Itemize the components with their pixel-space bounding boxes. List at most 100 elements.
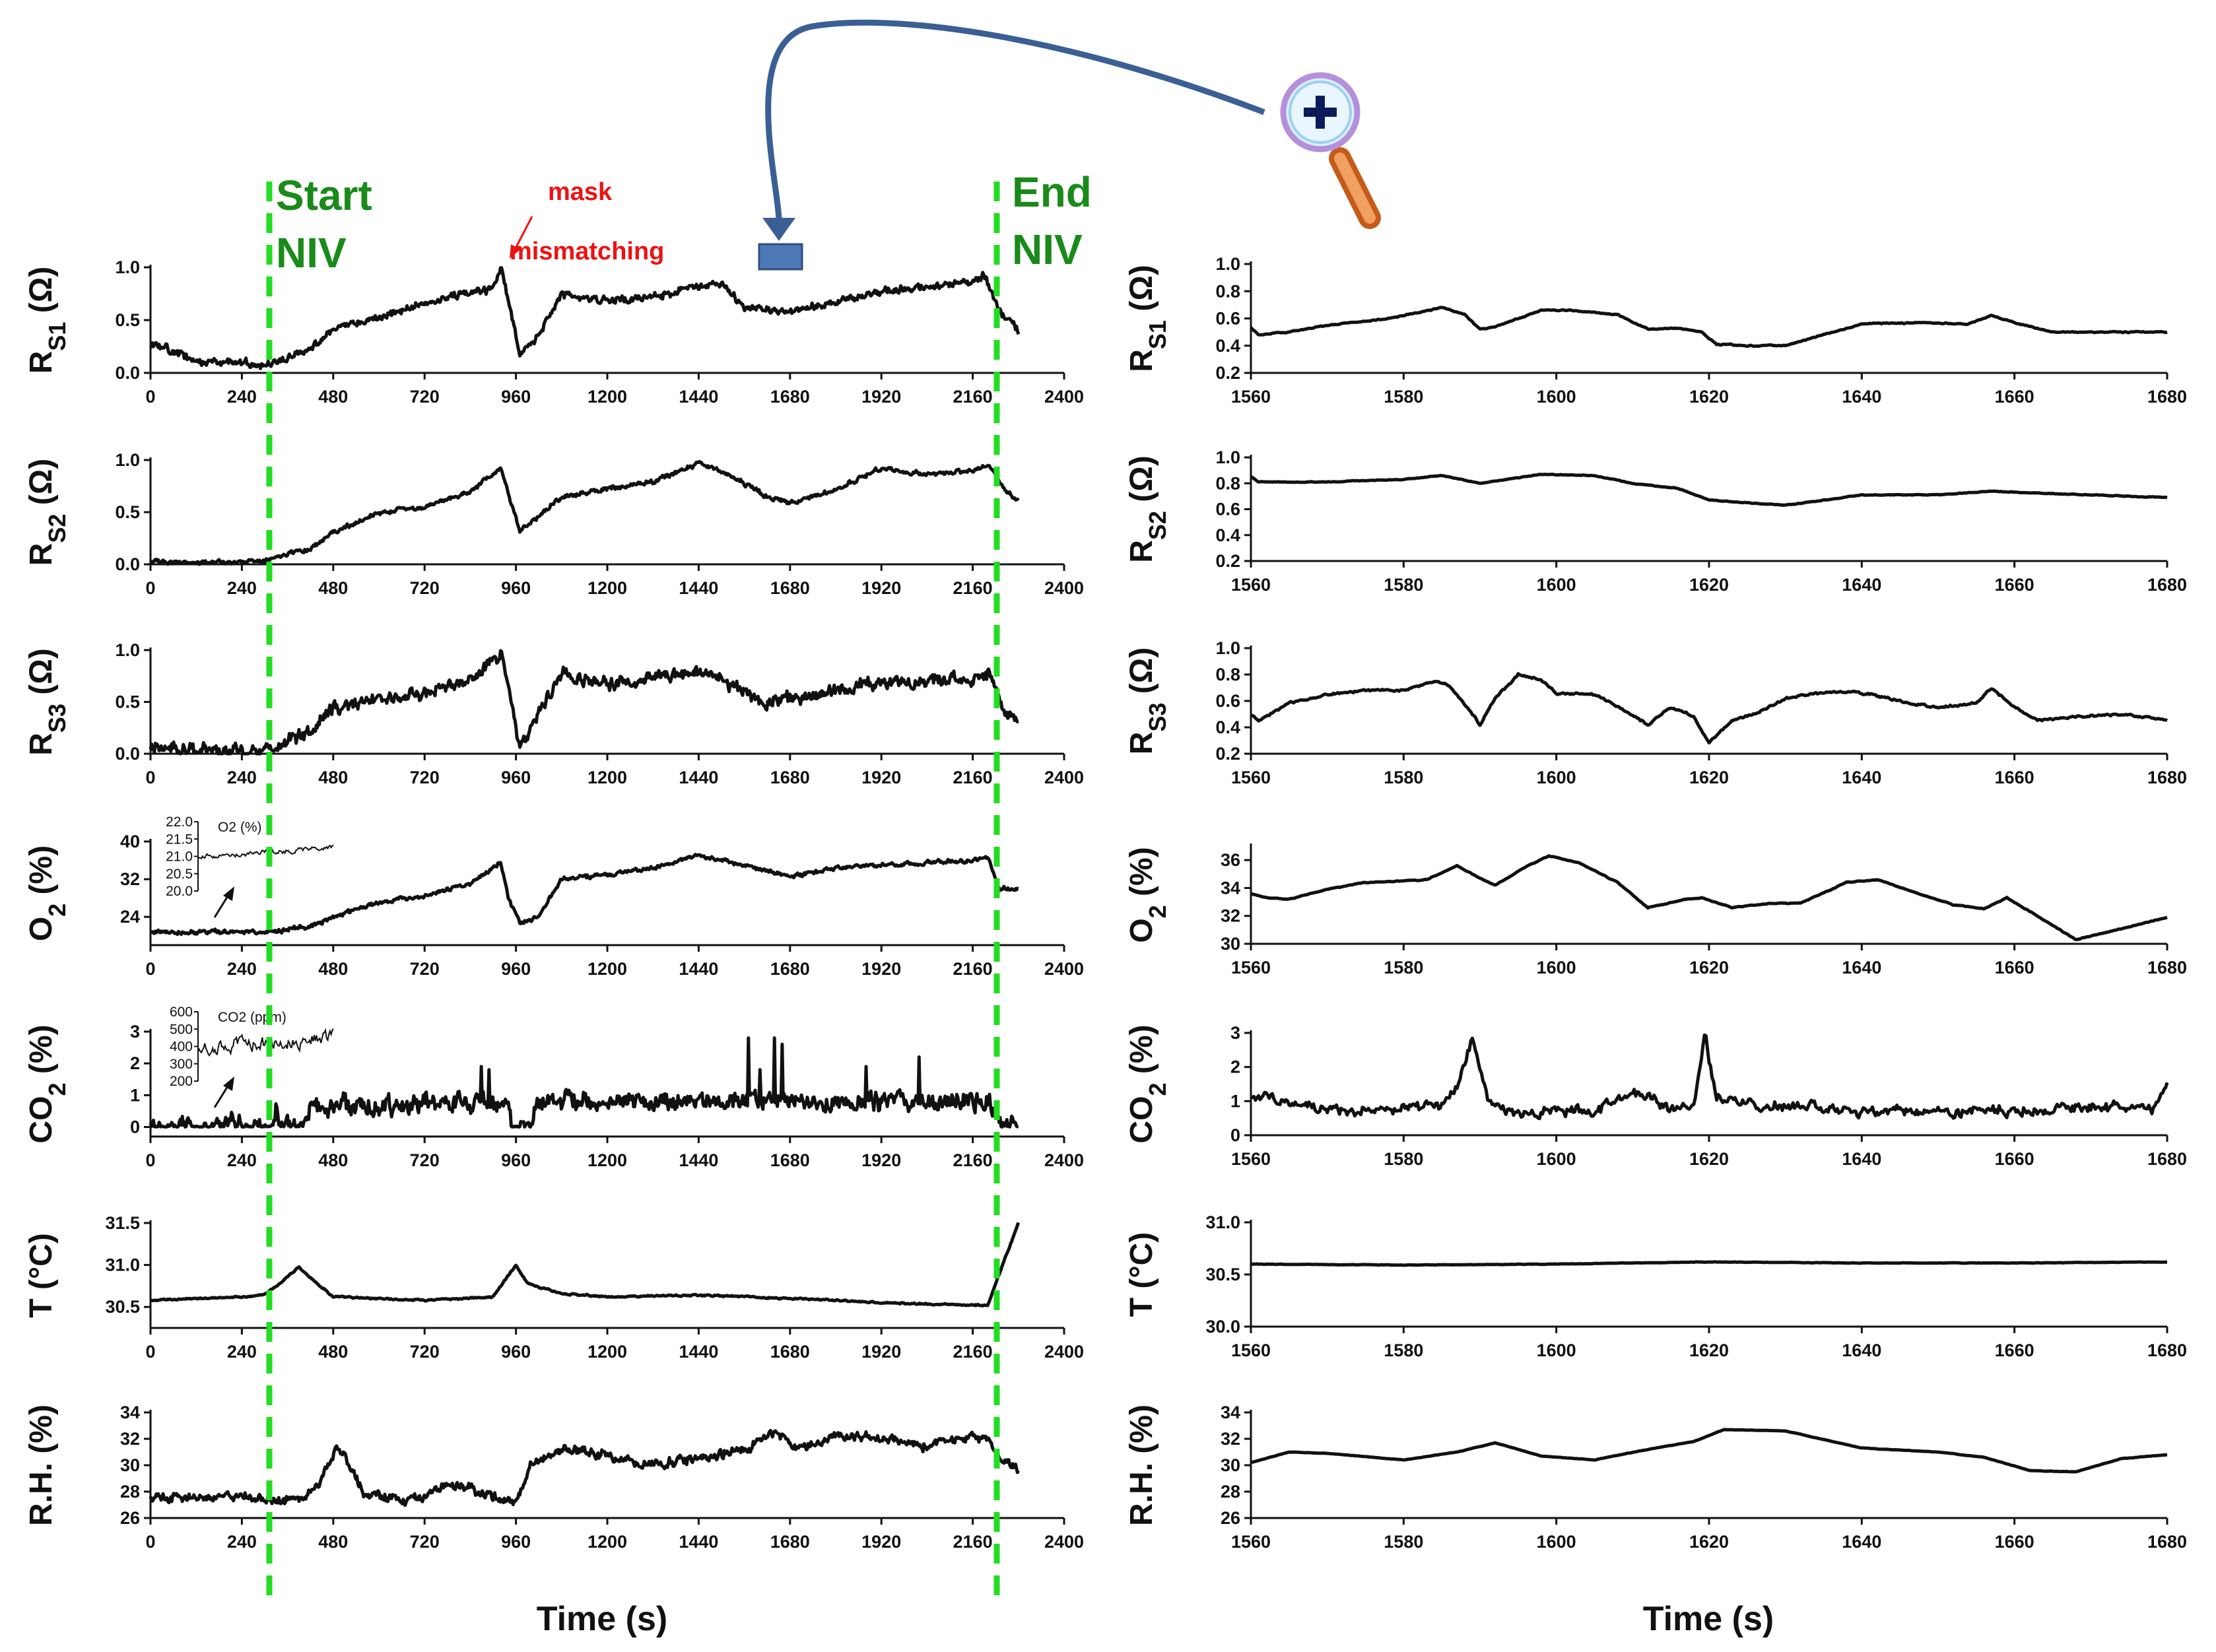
x-axis-label-left: Time (s) <box>537 1600 667 1638</box>
x-tick-label: 1600 <box>1537 1340 1576 1360</box>
y-axis-label: RS1 (Ω) <box>1124 265 1171 372</box>
x-tick-label: 1440 <box>679 578 718 598</box>
x-tick-label: 240 <box>227 578 257 598</box>
x-tick-label: 1560 <box>1231 1149 1271 1169</box>
y-tick-label: 1.0 <box>1215 447 1240 467</box>
y-axis-label: RS3 (Ω) <box>24 648 71 756</box>
start-niv-label-2: NIV <box>276 229 347 277</box>
y-tick-label: 30 <box>1221 1455 1240 1475</box>
y-tick-label: 0.0 <box>115 554 140 574</box>
y-tick-label: 0 <box>1230 1125 1240 1145</box>
x-tick-label: 720 <box>410 768 440 787</box>
x-tick-label: 720 <box>410 1150 440 1170</box>
x-tick-label: 1560 <box>1231 768 1271 787</box>
y-tick-label: 26 <box>1221 1508 1240 1528</box>
zoom-connector-arrowhead <box>762 218 795 241</box>
x-tick-label: 1200 <box>588 1342 627 1362</box>
x-tick-label: 1680 <box>770 1342 810 1362</box>
x-tick-label: 1680 <box>2147 575 2187 595</box>
x-tick-label: 240 <box>227 1150 257 1170</box>
y-axis-label-tail: (Ω) <box>24 648 59 704</box>
inset-y-tick-label: 400 <box>170 1040 193 1055</box>
y-axis-label-main: CO <box>1124 1096 1159 1144</box>
y-axis-label: CO2 (%) <box>1124 1024 1171 1143</box>
x-tick-label: 1660 <box>1995 387 2034 407</box>
x-tick-label: 1600 <box>1537 958 1576 977</box>
overlays: Start NIV End NIV mask mismatching <box>266 19 1381 1604</box>
y-tick-label: 0.4 <box>1215 525 1240 545</box>
x-tick-label: 1640 <box>1842 768 1881 787</box>
y-axis-label: R.H. (%) <box>24 1404 59 1526</box>
x-tick-label: 240 <box>227 959 257 979</box>
y-tick-label: 30.5 <box>1205 1265 1240 1284</box>
annotation-mask: mask <box>548 178 613 206</box>
x-tick-label: 1640 <box>1842 575 1881 595</box>
x-tick-label: 1580 <box>1384 1532 1423 1552</box>
inset-y-tick-label: 20.0 <box>166 884 193 899</box>
x-tick-label: 960 <box>501 387 531 407</box>
y-tick-label: 28 <box>1221 1482 1240 1502</box>
y-tick-label: 1.0 <box>115 640 140 660</box>
y-tick-label: 1.0 <box>115 450 140 470</box>
x-tick-label: 1600 <box>1537 768 1576 787</box>
y-axis-label-tail: (Ω) <box>1124 455 1159 511</box>
chart-panel-rh-zoom: 1560 1580 1600 1620 1640 1660 1680 26 28 30 32 34 R.… <box>1124 1403 2187 1552</box>
x-tick-label: 960 <box>501 959 531 979</box>
x-tick-label: 1680 <box>2147 1340 2187 1360</box>
y-tick-label: 3 <box>130 1022 140 1041</box>
x-tick-label: 0 <box>145 959 155 979</box>
x-tick-label: 1200 <box>588 1150 627 1170</box>
x-tick-label: 1620 <box>1689 1149 1729 1169</box>
y-axis-label-sub: S2 <box>1144 511 1171 540</box>
x-tick-label: 1200 <box>588 959 627 979</box>
x-tick-label: 1440 <box>679 1532 718 1552</box>
x-tick-label: 0 <box>145 1532 155 1552</box>
y-axis-label-sub: 2 <box>44 1082 71 1096</box>
x-tick-label: 1660 <box>1995 958 2034 977</box>
y-tick-label: 34 <box>1221 878 1240 898</box>
end-niv-label-2: NIV <box>1012 226 1083 273</box>
x-tick-label: 1600 <box>1537 387 1576 407</box>
x-tick-label: 720 <box>410 1342 440 1362</box>
y-tick-label: 0.0 <box>115 744 140 764</box>
y-tick-label: 40 <box>120 832 140 851</box>
chart-panel-rs2-zoom: 1560 1580 1600 1620 1640 1660 1680 0.2 0.4 0.6 0.8… <box>1124 447 2187 595</box>
x-tick-label: 1660 <box>1995 575 2034 595</box>
y-tick-label: 32 <box>1221 1429 1240 1449</box>
x-tick-label: 1200 <box>588 768 627 787</box>
x-tick-label: 0 <box>145 768 155 787</box>
x-tick-label: 1440 <box>679 387 718 407</box>
x-tick-label: 1620 <box>1689 1532 1729 1552</box>
x-tick-label: 0 <box>145 1150 155 1170</box>
x-tick-label: 480 <box>318 578 348 598</box>
x-tick-label: 1920 <box>861 768 901 787</box>
x-tick-label: 1580 <box>1384 1340 1423 1360</box>
x-tick-label: 1560 <box>1231 958 1271 977</box>
y-tick-label: 28 <box>120 1482 140 1502</box>
x-tick-label: 240 <box>227 1532 257 1552</box>
x-tick-label: 720 <box>410 959 440 979</box>
x-tick-label: 2400 <box>1044 959 1084 979</box>
series-line <box>149 459 1020 566</box>
y-axis-label-main: R <box>24 543 59 566</box>
chart-panel-rs1-full: 0 240 480 720 960 1200 1440 1680 1920 2160 2400 0.0… <box>24 257 1084 407</box>
x-tick-label: 1920 <box>861 959 901 979</box>
y-axis-label-sub: S3 <box>1144 703 1171 732</box>
x-tick-label: 1640 <box>1842 1149 1881 1169</box>
x-tick-label: 2160 <box>953 1342 993 1362</box>
x-tick-label: 1660 <box>1995 768 2034 787</box>
y-axis-label: T (°C) <box>24 1233 59 1317</box>
x-tick-label: 1560 <box>1231 1532 1271 1552</box>
y-tick-label: 31.0 <box>105 1255 140 1275</box>
y-tick-label: 1.0 <box>1215 638 1240 658</box>
x-tick-label: 2160 <box>953 1150 993 1170</box>
x-tick-label: 1580 <box>1384 387 1423 407</box>
y-axis-label-main: CO <box>24 1096 59 1144</box>
inset-y-tick-label: 200 <box>170 1074 193 1089</box>
x-tick-label: 720 <box>410 1532 440 1552</box>
y-tick-label: 0.5 <box>115 502 140 522</box>
x-tick-label: 960 <box>501 1150 531 1170</box>
y-tick-label: 34 <box>120 1403 140 1422</box>
y-tick-label: 0.0 <box>115 363 140 383</box>
x-tick-label: 1920 <box>861 1342 901 1362</box>
